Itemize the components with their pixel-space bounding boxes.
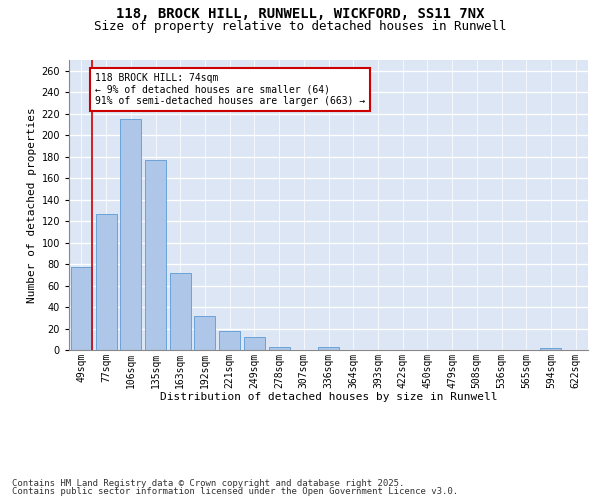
Text: Contains HM Land Registry data © Crown copyright and database right 2025.: Contains HM Land Registry data © Crown c… — [12, 478, 404, 488]
Bar — [219, 330, 240, 350]
Text: 118 BROCK HILL: 74sqm
← 9% of detached houses are smaller (64)
91% of semi-detac: 118 BROCK HILL: 74sqm ← 9% of detached h… — [95, 73, 365, 106]
Bar — [244, 337, 265, 350]
Bar — [269, 347, 290, 350]
Text: Size of property relative to detached houses in Runwell: Size of property relative to detached ho… — [94, 20, 506, 33]
Bar — [71, 268, 92, 350]
Bar — [541, 348, 562, 350]
Bar — [318, 347, 339, 350]
Bar — [170, 272, 191, 350]
Text: 118, BROCK HILL, RUNWELL, WICKFORD, SS11 7NX: 118, BROCK HILL, RUNWELL, WICKFORD, SS11… — [116, 8, 484, 22]
Bar — [145, 160, 166, 350]
Y-axis label: Number of detached properties: Number of detached properties — [27, 107, 37, 303]
X-axis label: Distribution of detached houses by size in Runwell: Distribution of detached houses by size … — [160, 392, 497, 402]
Bar — [120, 119, 141, 350]
Bar — [95, 214, 116, 350]
Text: Contains public sector information licensed under the Open Government Licence v3: Contains public sector information licen… — [12, 487, 458, 496]
Bar — [194, 316, 215, 350]
